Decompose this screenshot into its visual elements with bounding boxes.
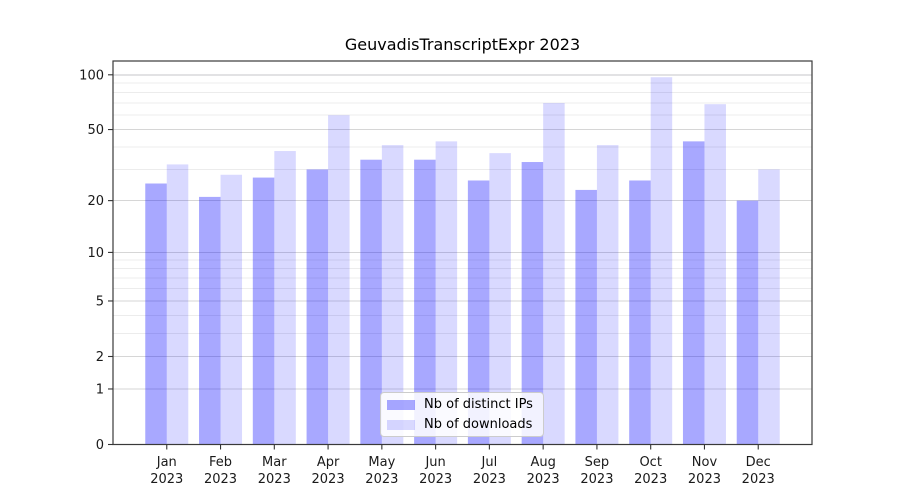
x-tick-label-aug: Aug 2023 (527, 455, 560, 487)
legend-label-downloads: Nb of downloads (424, 417, 533, 432)
bar-nb-of-distinct-ips-jul (467, 180, 490, 445)
y-tick-label-50: 50 (87, 123, 104, 138)
bar-nb-of-distinct-ips-dec (736, 200, 759, 445)
x-tick-label-jan: Jan 2023 (150, 455, 183, 487)
x-tick-label-mar: Mar 2023 (258, 455, 291, 487)
bar-nb-of-downloads-aug (543, 103, 565, 445)
bar-nb-of-distinct-ips-mar (252, 177, 275, 445)
bar-nb-of-downloads-jul (489, 153, 511, 445)
y-tick-label-2: 2 (96, 350, 104, 365)
bar-nb-of-downloads-apr (328, 115, 350, 445)
bar-nb-of-distinct-ips-sep (575, 189, 597, 445)
bar-nb-of-distinct-ips-aug (521, 162, 544, 445)
x-tick-label-sep: Sep 2023 (580, 455, 613, 487)
y-tick-label-5: 5 (96, 294, 104, 309)
bar-nb-of-distinct-ips-apr (306, 169, 329, 445)
y-tick-label-20: 20 (87, 194, 104, 209)
x-tick-label-feb: Feb 2023 (204, 455, 237, 487)
bar-nb-of-downloads-dec (758, 169, 780, 445)
bar-nb-of-distinct-ips-feb (199, 196, 221, 445)
x-tick-label-may: May 2023 (365, 455, 398, 487)
bar-nb-of-distinct-ips-nov (682, 141, 705, 445)
bar-nb-of-distinct-ips-jun (414, 159, 436, 445)
chart-legend: Nb of distinct IPs Nb of downloads (380, 392, 544, 437)
bar-nb-of-downloads-jun (435, 141, 458, 445)
bar-nb-of-downloads-feb (220, 174, 243, 445)
bar-nb-of-downloads-jan (166, 164, 189, 445)
legend-swatch-distinct-ips (387, 399, 415, 410)
chart-title: GeuvadisTranscriptExpr 2023 (344, 35, 581, 54)
bar-nb-of-distinct-ips-oct (629, 180, 651, 445)
bar-nb-of-downloads-may (381, 145, 404, 445)
y-tick-label-0: 0 (96, 438, 104, 453)
x-tick-label-jul: Jul 2023 (473, 455, 506, 487)
x-tick-label-dec: Dec 2023 (742, 455, 775, 487)
x-tick-label-jun: Jun 2023 (419, 455, 452, 487)
legend-item-distinct-ips: Nb of distinct IPs (387, 397, 537, 413)
legend-item-downloads: Nb of downloads (387, 417, 537, 433)
x-tick-label-apr: Apr 2023 (312, 455, 345, 487)
bar-nb-of-downloads-nov (704, 104, 726, 445)
x-tick-label-nov: Nov 2023 (688, 455, 721, 487)
legend-label-distinct-ips: Nb of distinct IPs (424, 397, 533, 412)
bar-nb-of-downloads-oct (650, 77, 673, 445)
bar-nb-of-downloads-mar (274, 151, 296, 445)
x-tick-label-oct: Oct 2023 (634, 455, 667, 487)
y-tick-label-10: 10 (87, 246, 104, 261)
bar-nb-of-distinct-ips-jan (145, 183, 167, 445)
bar-nb-of-distinct-ips-may (360, 159, 382, 445)
bar-nb-of-downloads-sep (596, 145, 619, 445)
y-tick-label-100: 100 (79, 68, 104, 83)
legend-swatch-downloads (387, 419, 415, 430)
y-tick-label-1: 1 (96, 382, 104, 397)
